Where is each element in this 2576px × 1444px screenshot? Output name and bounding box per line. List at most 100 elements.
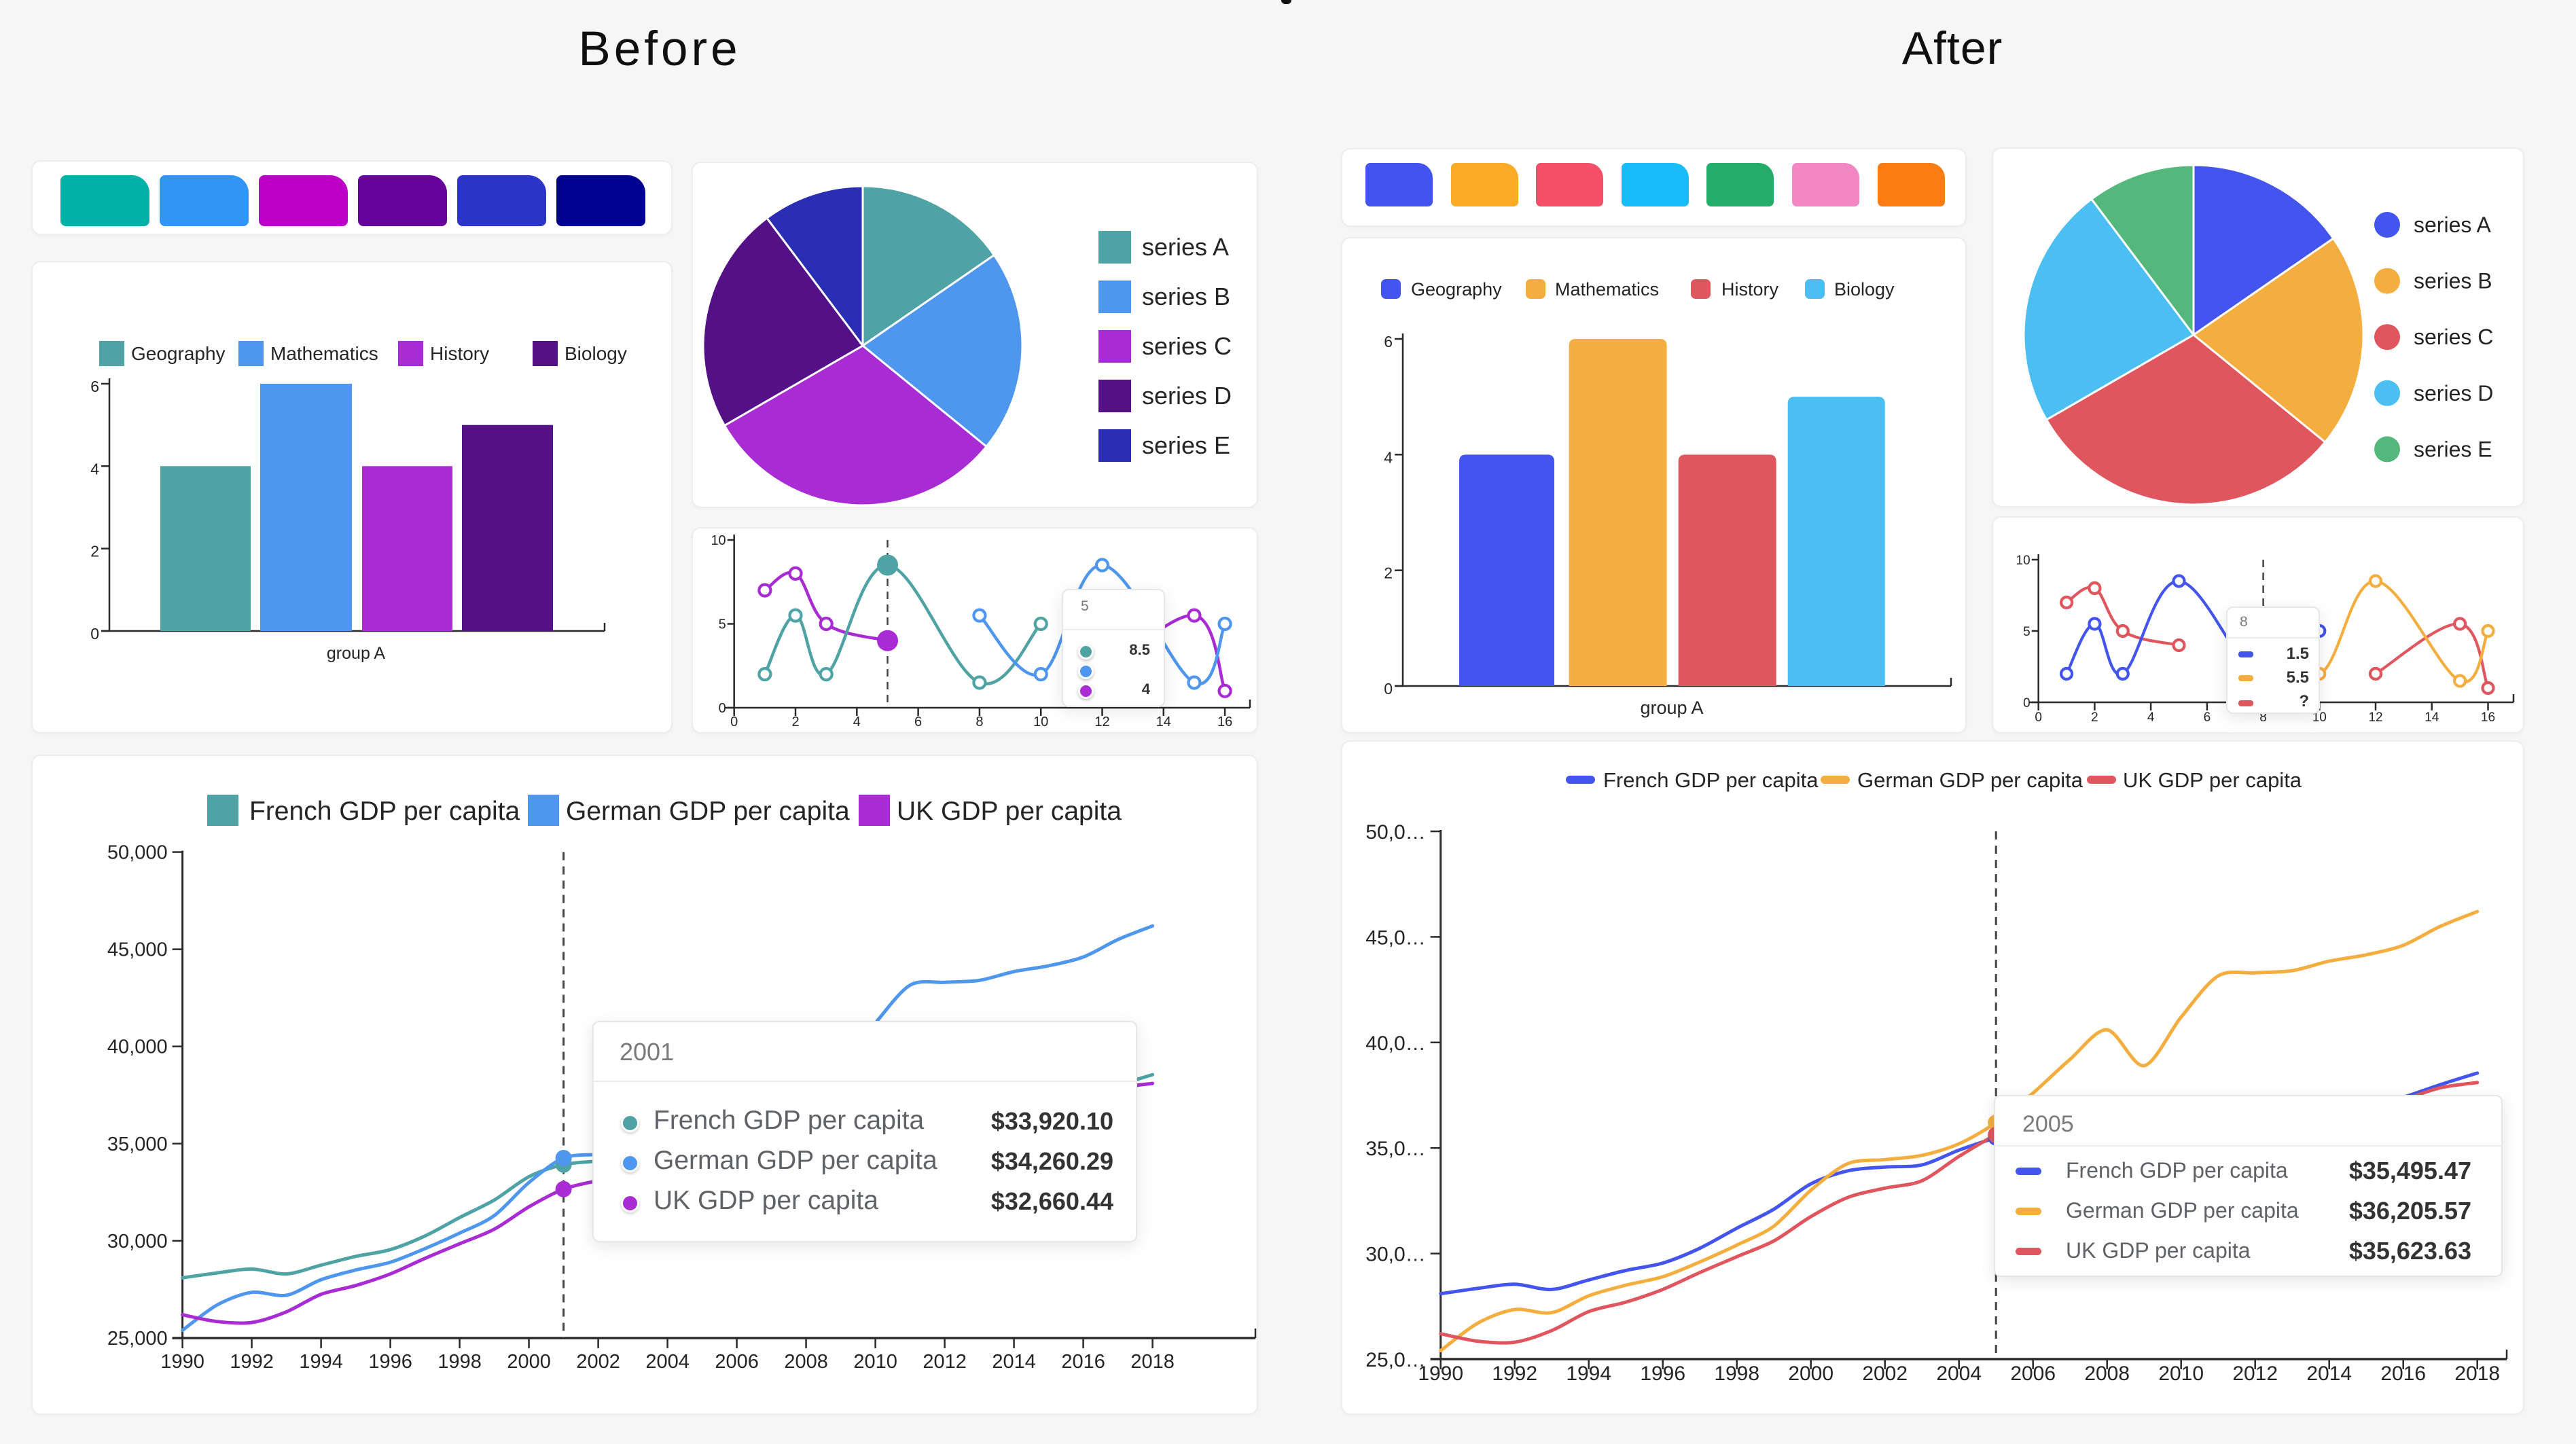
- svg-text:2010: 2010: [853, 1351, 897, 1373]
- svg-text:2016: 2016: [2380, 1362, 2426, 1385]
- svg-text:16: 16: [2481, 710, 2495, 725]
- svg-text:4: 4: [2147, 710, 2155, 725]
- svg-text:5: 5: [2023, 625, 2031, 639]
- svg-text:1996: 1996: [368, 1351, 412, 1373]
- svg-text:History: History: [430, 343, 489, 364]
- svg-text:10: 10: [711, 533, 726, 548]
- svg-text:12: 12: [1094, 715, 1109, 729]
- svg-text:25,000: 25,000: [107, 1328, 168, 1350]
- svg-text:Geography: Geography: [1411, 279, 1502, 300]
- svg-text:6: 6: [2204, 710, 2211, 725]
- svg-text:1992: 1992: [1492, 1362, 1537, 1385]
- svg-text:1992: 1992: [230, 1351, 274, 1373]
- svg-text:45,0…: 45,0…: [1365, 926, 1425, 949]
- svg-text:1998: 1998: [1714, 1362, 1759, 1385]
- svg-text:30,000: 30,000: [107, 1231, 168, 1252]
- svg-text:25,0…: 25,0…: [1365, 1349, 1425, 1371]
- svg-text:UK GDP per capita: UK GDP per capita: [2123, 768, 2302, 792]
- svg-text:50,000: 50,000: [107, 842, 168, 864]
- svg-text:2000: 2000: [507, 1351, 551, 1373]
- svg-text:1998: 1998: [437, 1351, 482, 1373]
- svg-text:0: 0: [2023, 696, 2031, 710]
- svg-text:1990: 1990: [160, 1351, 204, 1373]
- svg-text:series E: series E: [2414, 437, 2492, 461]
- svg-text:0: 0: [90, 625, 99, 643]
- svg-text:2000: 2000: [1788, 1362, 1833, 1385]
- svg-text:6: 6: [914, 715, 922, 729]
- svg-text:2008: 2008: [2084, 1362, 2130, 1385]
- svg-text:4: 4: [853, 715, 861, 729]
- svg-text:2: 2: [2091, 710, 2098, 725]
- svg-text:group A: group A: [1640, 698, 1703, 718]
- svg-text:2012: 2012: [923, 1351, 967, 1373]
- svg-text:40,000: 40,000: [107, 1036, 168, 1058]
- svg-text:German GDP per capita: German GDP per capita: [1857, 768, 2083, 792]
- svg-text:series E: series E: [1142, 431, 1230, 459]
- svg-text:2016: 2016: [1061, 1351, 1105, 1373]
- svg-text:2006: 2006: [715, 1351, 759, 1373]
- svg-text:0: 0: [1384, 680, 1393, 698]
- svg-text:0: 0: [730, 715, 738, 729]
- svg-text:Geography: Geography: [131, 343, 226, 364]
- svg-text:6: 6: [90, 378, 99, 395]
- svg-text:8: 8: [976, 715, 983, 729]
- svg-text:8: 8: [2259, 710, 2267, 725]
- svg-text:12: 12: [2368, 710, 2382, 725]
- svg-text:2012: 2012: [2232, 1362, 2278, 1385]
- svg-text:group A: group A: [327, 644, 386, 663]
- svg-text:4: 4: [1384, 448, 1393, 466]
- svg-text:Mathematics: Mathematics: [270, 343, 378, 364]
- svg-text:14: 14: [1156, 715, 1171, 729]
- svg-text:series B: series B: [2414, 269, 2492, 293]
- svg-text:2: 2: [791, 715, 799, 729]
- svg-text:series D: series D: [2414, 381, 2493, 405]
- svg-text:35,0…: 35,0…: [1365, 1138, 1425, 1160]
- svg-text:2002: 2002: [576, 1351, 620, 1373]
- svg-text:2014: 2014: [992, 1351, 1036, 1373]
- svg-text:2014: 2014: [2306, 1362, 2352, 1385]
- svg-text:Biology: Biology: [565, 343, 627, 364]
- svg-text:2006: 2006: [2010, 1362, 2056, 1385]
- svg-text:2010: 2010: [2158, 1362, 2204, 1385]
- svg-text:series C: series C: [1142, 332, 1232, 360]
- svg-text:1994: 1994: [1566, 1362, 1611, 1385]
- svg-text:UK GDP per capita: UK GDP per capita: [897, 797, 1122, 826]
- svg-text:series A: series A: [1142, 233, 1229, 261]
- svg-text:2018: 2018: [2454, 1362, 2500, 1385]
- svg-text:series B: series B: [1142, 283, 1230, 310]
- svg-text:2004: 2004: [1936, 1362, 1982, 1385]
- svg-text:10: 10: [2016, 554, 2031, 568]
- svg-text:series D: series D: [1142, 382, 1232, 410]
- svg-text:Biology: Biology: [1834, 279, 1895, 300]
- svg-text:2004: 2004: [645, 1351, 690, 1373]
- svg-text:French GDP per capita: French GDP per capita: [1603, 768, 1819, 792]
- svg-text:series A: series A: [2414, 213, 2491, 237]
- svg-text:4: 4: [90, 460, 99, 477]
- svg-text:50,0…: 50,0…: [1365, 821, 1425, 844]
- svg-text:2002: 2002: [1862, 1362, 1908, 1385]
- svg-text:45,000: 45,000: [107, 939, 168, 961]
- svg-text:Mathematics: Mathematics: [1555, 279, 1659, 300]
- svg-text:6: 6: [1384, 333, 1393, 350]
- svg-text:0: 0: [2035, 710, 2042, 725]
- svg-text:30,0…: 30,0…: [1365, 1244, 1425, 1266]
- svg-text:0: 0: [719, 701, 726, 716]
- svg-text:series C: series C: [2414, 325, 2493, 349]
- svg-text:10: 10: [1033, 715, 1048, 729]
- svg-text:German GDP per capita: German GDP per capita: [566, 797, 850, 826]
- svg-text:35,000: 35,000: [107, 1134, 168, 1155]
- svg-text:40,0…: 40,0…: [1365, 1032, 1425, 1055]
- svg-text:14: 14: [2425, 710, 2439, 725]
- svg-text:2018: 2018: [1130, 1351, 1175, 1373]
- svg-text:1990: 1990: [1418, 1362, 1463, 1385]
- svg-text:2008: 2008: [784, 1351, 828, 1373]
- svg-text:1996: 1996: [1640, 1362, 1685, 1385]
- svg-text:History: History: [1721, 279, 1779, 300]
- svg-text:1994: 1994: [299, 1351, 343, 1373]
- svg-text:2: 2: [90, 543, 99, 560]
- svg-text:5: 5: [719, 617, 726, 632]
- svg-text:16: 16: [1217, 715, 1232, 729]
- svg-text:10: 10: [2312, 710, 2327, 725]
- svg-text:French GDP per capita: French GDP per capita: [249, 797, 520, 826]
- svg-text:2: 2: [1384, 564, 1393, 582]
